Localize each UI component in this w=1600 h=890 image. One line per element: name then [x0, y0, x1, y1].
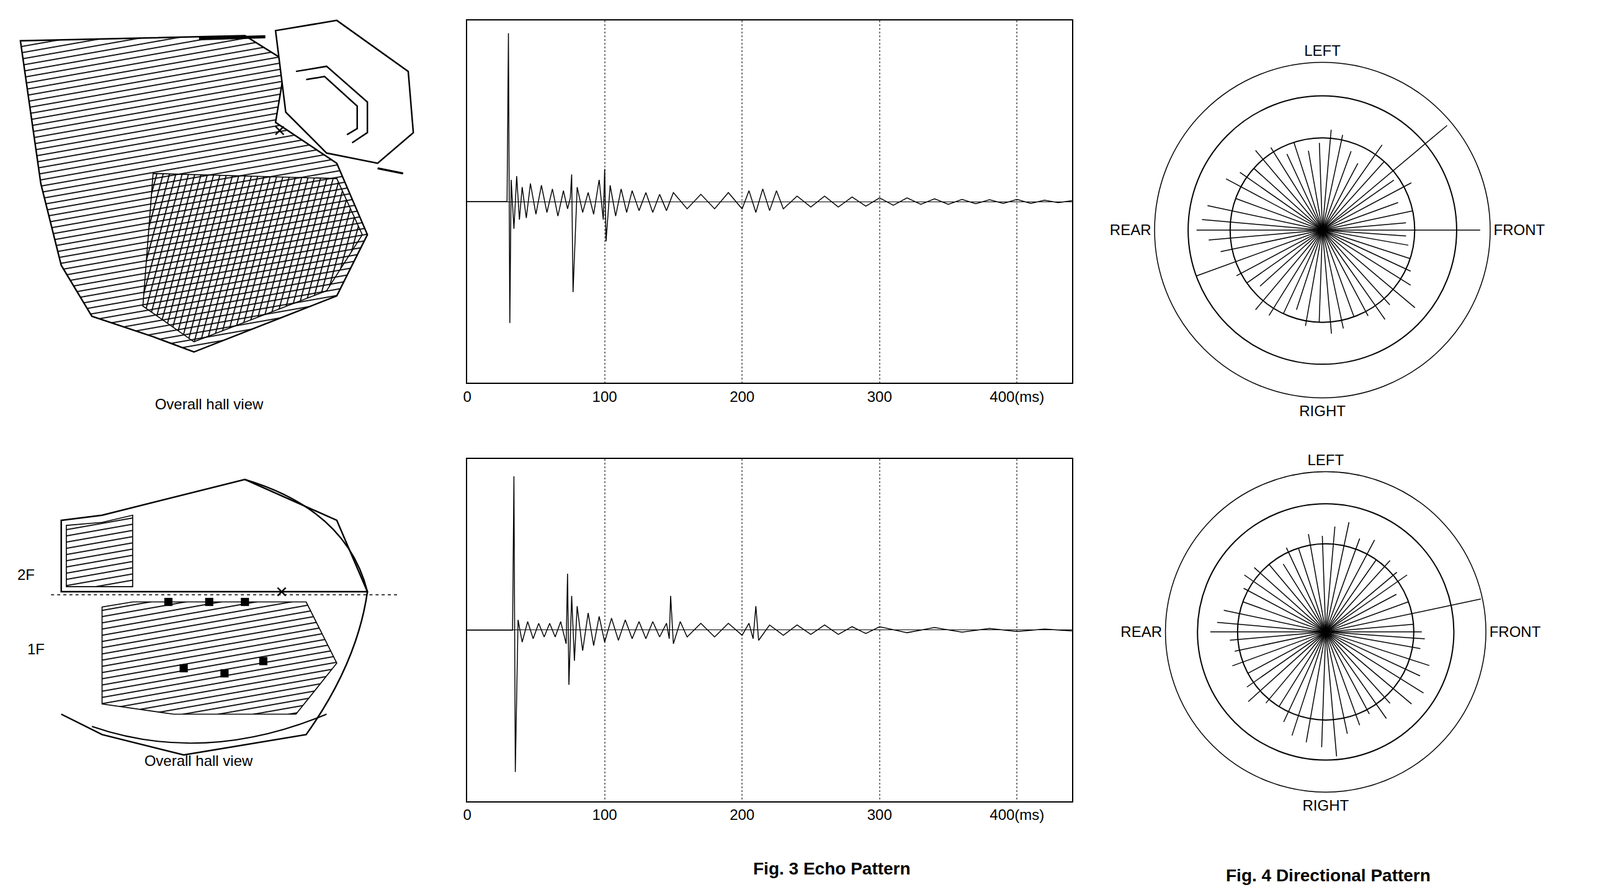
svg-text:2F: 2F	[17, 566, 35, 584]
svg-text:200: 200	[729, 388, 755, 406]
svg-text:REAR: REAR	[1120, 623, 1163, 641]
svg-text:REAR: REAR	[1109, 221, 1152, 239]
svg-text:Overall hall view: Overall hall view	[155, 395, 264, 413]
svg-text:Fig. 3 Echo Pattern: Fig. 3 Echo Pattern	[753, 859, 911, 879]
svg-text:0: 0	[462, 388, 471, 406]
svg-text:100: 100	[592, 388, 618, 406]
svg-text:FRONT: FRONT	[1489, 623, 1542, 641]
svg-text:0: 0	[462, 806, 471, 824]
svg-text:RIGHT: RIGHT	[1299, 402, 1346, 420]
svg-text:RIGHT: RIGHT	[1302, 797, 1349, 814]
svg-text:300: 300	[867, 388, 893, 406]
svg-text:Overall hall view: Overall hall view	[144, 752, 254, 770]
svg-text:1F: 1F	[27, 640, 45, 658]
svg-text:200: 200	[729, 806, 755, 824]
svg-text:300: 300	[867, 806, 893, 824]
svg-text:100: 100	[592, 806, 618, 824]
svg-text:LEFT: LEFT	[1304, 42, 1341, 59]
svg-text:400(ms): 400(ms)	[989, 806, 1045, 824]
svg-text:Fig. 4 Directional Pattern: Fig. 4 Directional Pattern	[1225, 866, 1431, 886]
svg-text:400(ms): 400(ms)	[989, 388, 1045, 406]
svg-text:LEFT: LEFT	[1307, 451, 1344, 469]
svg-text:FRONT: FRONT	[1493, 221, 1546, 239]
